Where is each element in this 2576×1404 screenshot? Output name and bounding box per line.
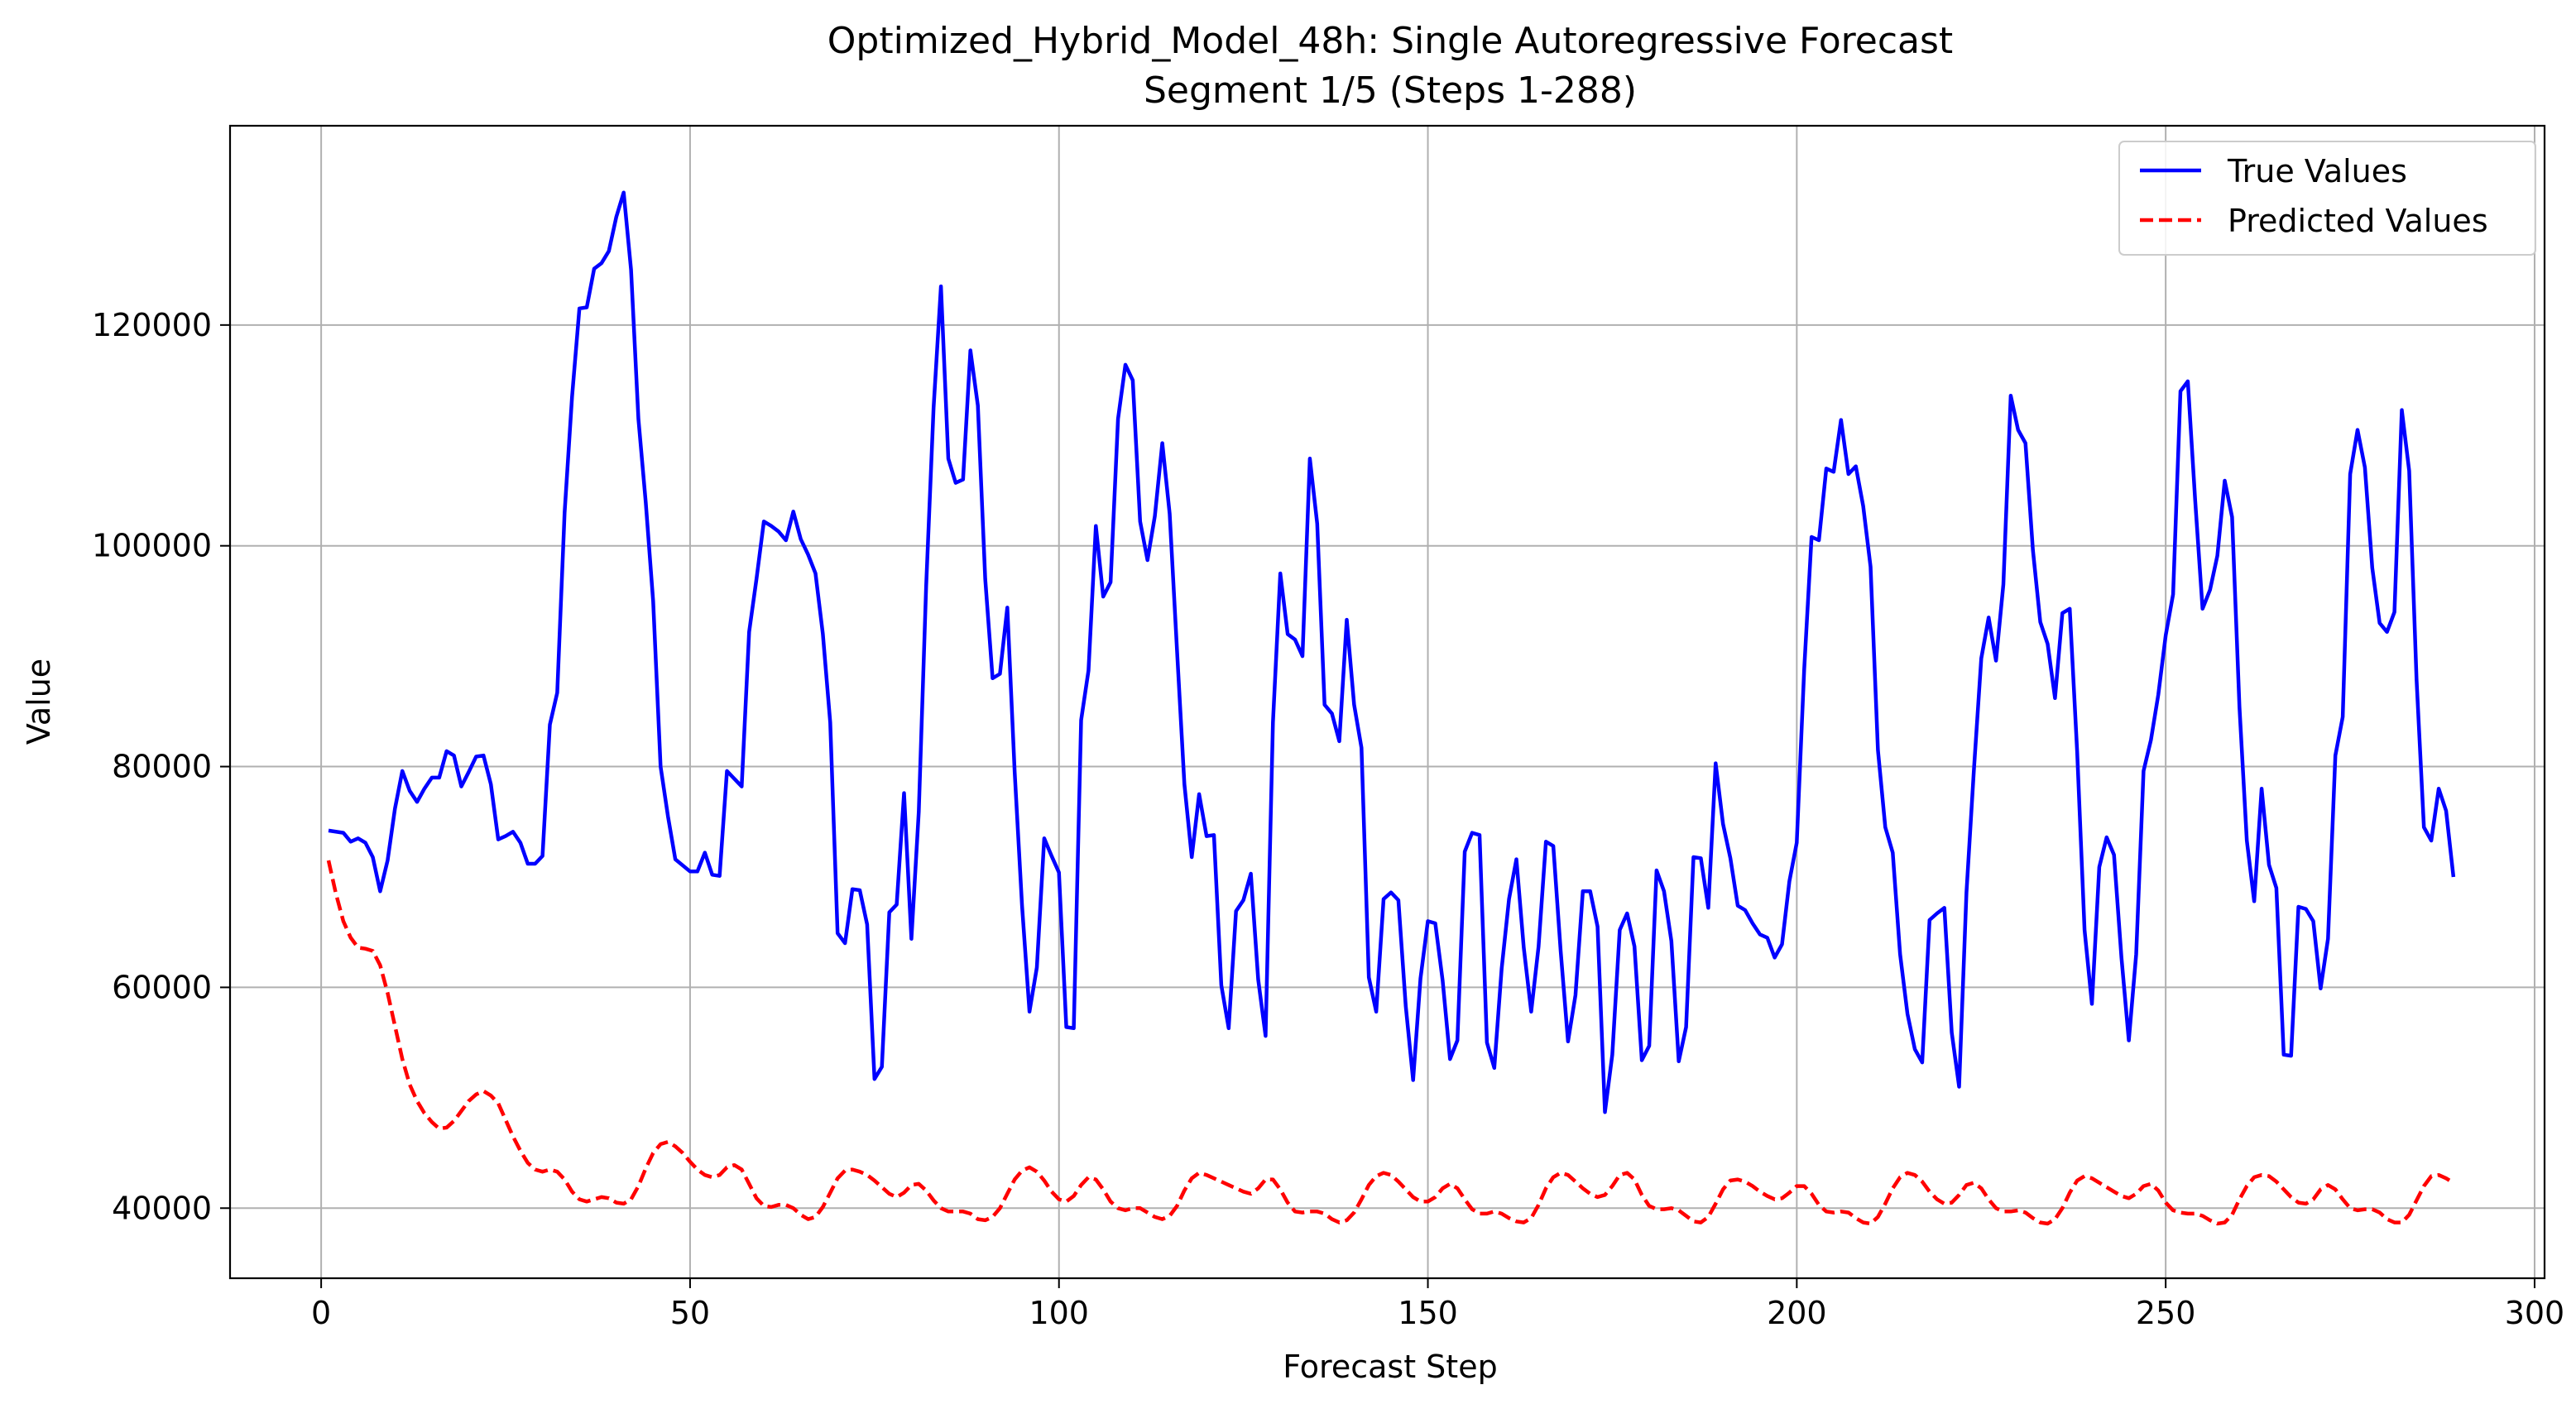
legend-label-predicted-values: Predicted Values (2228, 203, 2488, 239)
plot-frame (228, 124, 2546, 1280)
series-line-predicted-values (326, 860, 2455, 1226)
y-tick-label: 120000 (92, 307, 212, 343)
series-lines (326, 190, 2456, 1226)
x-tick-label: 250 (2136, 1295, 2196, 1331)
legend-label-true-values: True Values (2227, 153, 2407, 189)
x-tick-label: 150 (1398, 1295, 1458, 1331)
y-tick-label: 60000 (112, 969, 212, 1005)
legend: True Values Predicted Values (2118, 141, 2536, 256)
chart-title: Optimized_Hybrid_Model_48h: Single Autor… (827, 20, 1953, 62)
axis-ticks: 0 50 100 150 200 250 300 40000 60000 80000 100000 1… (92, 307, 2564, 1331)
x-axis-label: Forecast Step (1283, 1349, 1497, 1385)
x-tick-label: 50 (670, 1295, 710, 1331)
series-line-true-values (328, 190, 2456, 1114)
chart-subtitle: Segment 1/5 (Steps 1-288) (1144, 69, 1637, 112)
x-tick-label: 0 (311, 1295, 331, 1331)
y-tick-label: 100000 (92, 528, 212, 564)
legend-box (2118, 141, 2536, 256)
x-tick-label: 200 (1767, 1295, 1827, 1331)
x-tick-label: 100 (1029, 1295, 1089, 1331)
x-tick-label: 300 (2505, 1295, 2565, 1331)
y-axis-label: Value (21, 659, 57, 745)
y-tick-label: 80000 (112, 749, 212, 785)
y-tick-label: 40000 (112, 1190, 212, 1226)
grid-lines (230, 126, 2545, 1278)
plot-area (230, 126, 2545, 1278)
